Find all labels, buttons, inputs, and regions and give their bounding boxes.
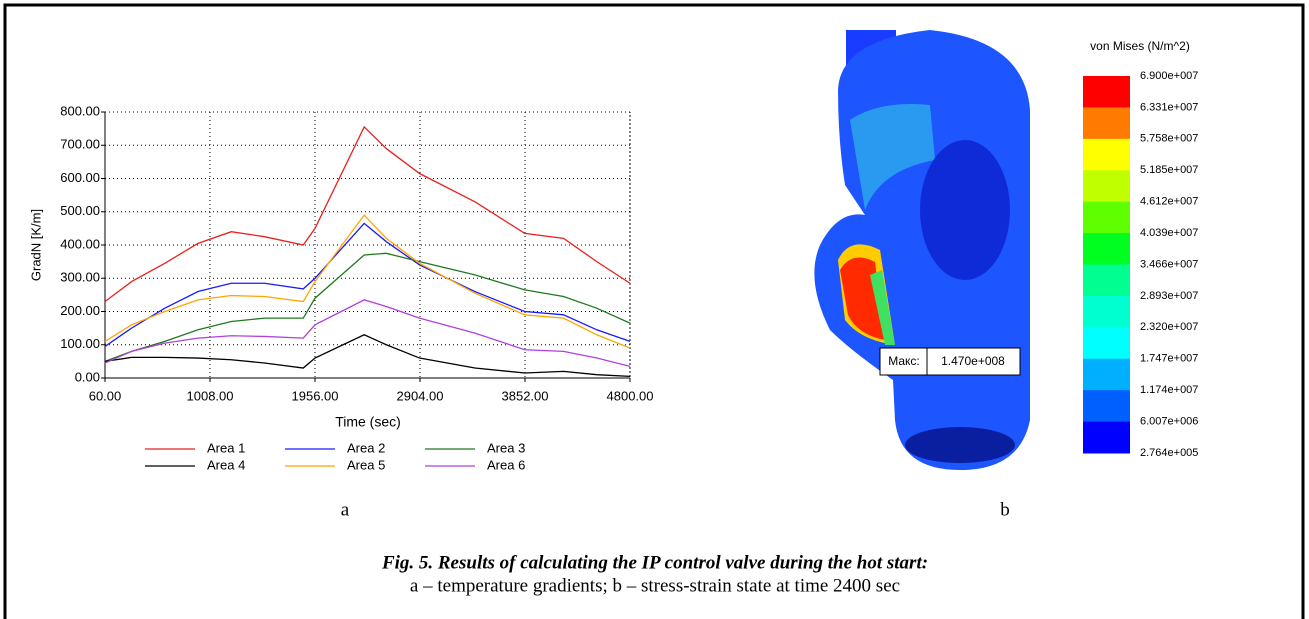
colorbar-label: 3.466e+007 <box>1140 258 1198 270</box>
series-line <box>105 223 630 346</box>
series-line <box>105 253 630 361</box>
colorbar: 6.900e+007 6.331e+007 5.758e+007 5.185e+007… <box>1083 70 1198 459</box>
x-tick-label: 4800.00 <box>607 388 654 403</box>
x-tick-label: 1956.00 <box>292 388 339 403</box>
plot-frame <box>105 112 630 378</box>
legend-label: Area 2 <box>347 440 385 455</box>
x-tick-label: 1008.00 <box>187 388 234 403</box>
legend-label: Area 6 <box>487 457 525 472</box>
colorbar-label: 6.331e+007 <box>1140 101 1198 113</box>
y-tick-label: 700.00 <box>60 137 100 152</box>
colorbar-band <box>1083 233 1130 265</box>
probe-label: Макс: <box>888 354 920 368</box>
panel-label: a <box>341 499 350 520</box>
y-tick-label: 100.00 <box>60 336 100 351</box>
colorbar-label: 5.758e+007 <box>1140 133 1198 145</box>
colorbar-label: 2.764e+005 <box>1140 447 1198 459</box>
y-axis-label: GradN [K/m] <box>28 209 43 281</box>
series-line <box>105 300 630 367</box>
caption-title: Fig. 5. Results of calculating the IP co… <box>381 552 928 573</box>
y-tick-label: 800.00 <box>60 103 100 118</box>
colorbar-label: 1.174e+007 <box>1140 384 1198 396</box>
colorbar-band <box>1083 76 1130 108</box>
colorbar-band <box>1083 202 1130 234</box>
x-tick-label: 2904.00 <box>397 388 444 403</box>
legend-label: Area 5 <box>347 457 385 472</box>
page: 0.00 100.00 200.00 300.00 400.00 500.00 600.00… <box>0 0 1309 619</box>
legend-label: Area 1 <box>207 440 245 455</box>
colorbar-label: 2.320e+007 <box>1140 321 1198 333</box>
colorbar-label: 6.007e+006 <box>1140 415 1198 427</box>
colorbar-label: 6.900e+007 <box>1140 70 1198 82</box>
fea-model: Макс: 1.470e+008 <box>814 30 1030 470</box>
figure: 0.00 100.00 200.00 300.00 400.00 500.00 600.00… <box>0 0 1309 619</box>
colorbar-band <box>1083 107 1130 139</box>
probe-value: 1.470e+008 <box>941 354 1005 368</box>
y-tick-label: 400.00 <box>60 236 100 251</box>
y-tick-label: 500.00 <box>60 203 100 218</box>
colorbar-band <box>1083 170 1130 202</box>
colorbar-label: 2.893e+007 <box>1140 290 1198 302</box>
colorbar-band <box>1083 139 1130 171</box>
x-axis-label: Time (sec) <box>335 414 401 430</box>
colorbar-band <box>1083 327 1130 359</box>
y-tick-label: 300.00 <box>60 270 100 285</box>
y-tick-label: 600.00 <box>60 170 100 185</box>
legend-label: Area 3 <box>487 440 525 455</box>
y-tick-label: 0.00 <box>75 369 100 384</box>
y-tick-label: 200.00 <box>60 303 100 318</box>
colorbar-band <box>1083 296 1130 328</box>
x-tick-label: 60.00 <box>89 388 122 403</box>
colorbar-label: 5.185e+007 <box>1140 164 1198 176</box>
legend-label: Area 4 <box>207 457 245 472</box>
colorbar-band <box>1083 390 1130 422</box>
caption-text: a – temperature gradients; b – stress-st… <box>410 575 900 596</box>
x-tick-label: 3852.00 <box>502 388 549 403</box>
colorbar-band <box>1083 359 1130 391</box>
series-line <box>105 335 630 377</box>
colorbar-label: 4.612e+007 <box>1140 196 1198 208</box>
colorbar-band <box>1083 265 1130 297</box>
colorbar-band <box>1083 422 1130 454</box>
colorbar-title: von Mises (N/m^2) <box>1090 39 1190 53</box>
colorbar-label: 4.039e+007 <box>1140 227 1198 239</box>
colorbar-label: 1.747e+007 <box>1140 353 1198 365</box>
panel-label: b <box>1000 499 1010 520</box>
series-line <box>105 215 630 348</box>
series-line <box>105 127 630 302</box>
